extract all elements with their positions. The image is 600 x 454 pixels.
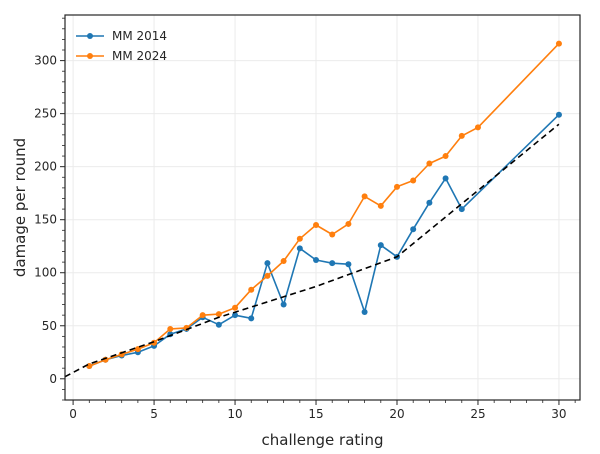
y-tick-label: 250: [34, 107, 57, 121]
mm-2014-point: [442, 175, 449, 182]
mm-2014-point: [555, 111, 562, 118]
legend: MM 2014 MM 2024: [76, 29, 167, 63]
x-tick-label: 20: [389, 407, 404, 421]
mm-2024-point: [329, 231, 336, 238]
grid: [65, 15, 580, 400]
trend-line: [64, 123, 560, 378]
mm-2014-point: [280, 301, 287, 308]
y-tick-label: 300: [34, 54, 57, 68]
legend-label: MM 2014: [112, 29, 167, 43]
mm-2024-point: [264, 272, 271, 279]
y-tick-label: 150: [34, 213, 57, 227]
x-axis-label: challenge rating: [262, 431, 384, 449]
mm-2014-point: [329, 260, 336, 267]
mm-2024-point: [345, 220, 352, 227]
series-layer: [64, 40, 562, 378]
mm-2024-point: [199, 312, 206, 319]
y-tick-label: 200: [34, 160, 57, 174]
legend-marker: [87, 33, 93, 39]
mm-2024-point: [313, 222, 320, 228]
mm-2014-point: [426, 199, 433, 206]
mm-2014-point: [248, 315, 255, 322]
mm-2024-point: [280, 258, 287, 265]
y-axis-label: damage per round: [11, 138, 29, 277]
mm-2024-point: [86, 363, 93, 370]
mm-2024-point: [296, 235, 303, 242]
y-tick-label: 0: [49, 372, 57, 386]
x-tick-label: 10: [227, 407, 242, 421]
mm-2014-point: [215, 321, 222, 328]
x-tick-label: 30: [551, 407, 566, 421]
mm-2024-point: [361, 193, 368, 200]
mm-2024-point: [377, 202, 384, 209]
mm-2024-point: [248, 286, 255, 293]
x-tick-label: 0: [69, 407, 77, 421]
mm-2024-point: [215, 311, 222, 318]
x-tick-label: 25: [470, 407, 485, 421]
mm-2014-point: [264, 260, 271, 267]
mm-2024-point: [167, 325, 174, 332]
mm-2024-point: [134, 346, 141, 353]
mm-2014-point: [361, 308, 368, 315]
mm-2024-point: [442, 153, 449, 160]
legend-marker: [87, 53, 93, 59]
mm-2024-point: [232, 304, 239, 311]
legend-label: MM 2024: [112, 49, 167, 63]
mm-2014-point: [232, 312, 239, 319]
mm-2024-point: [458, 132, 465, 139]
y-tick-label: 50: [42, 319, 57, 333]
mm-2014-point: [345, 261, 352, 268]
mm-2024-point: [151, 339, 158, 346]
y-tick-label: 100: [34, 266, 57, 280]
mm-2014-line: [89, 114, 560, 367]
mm-2024-point: [393, 183, 400, 190]
mm-2024-line: [89, 43, 560, 367]
mm-2024-point: [410, 177, 417, 184]
plot-frame: [64, 14, 581, 401]
mm-2024-point: [474, 124, 481, 131]
mm-2024-point: [426, 160, 433, 167]
mm-2014-point: [410, 226, 417, 233]
mm-2024-point: [555, 40, 562, 47]
x-tick-label: 15: [308, 407, 323, 421]
mm-2014-point: [458, 206, 465, 213]
mm-2014-point: [313, 257, 320, 263]
mm-2014-point: [377, 242, 384, 249]
x-tick-label: 5: [150, 407, 158, 421]
mm-2014-point: [296, 245, 303, 252]
